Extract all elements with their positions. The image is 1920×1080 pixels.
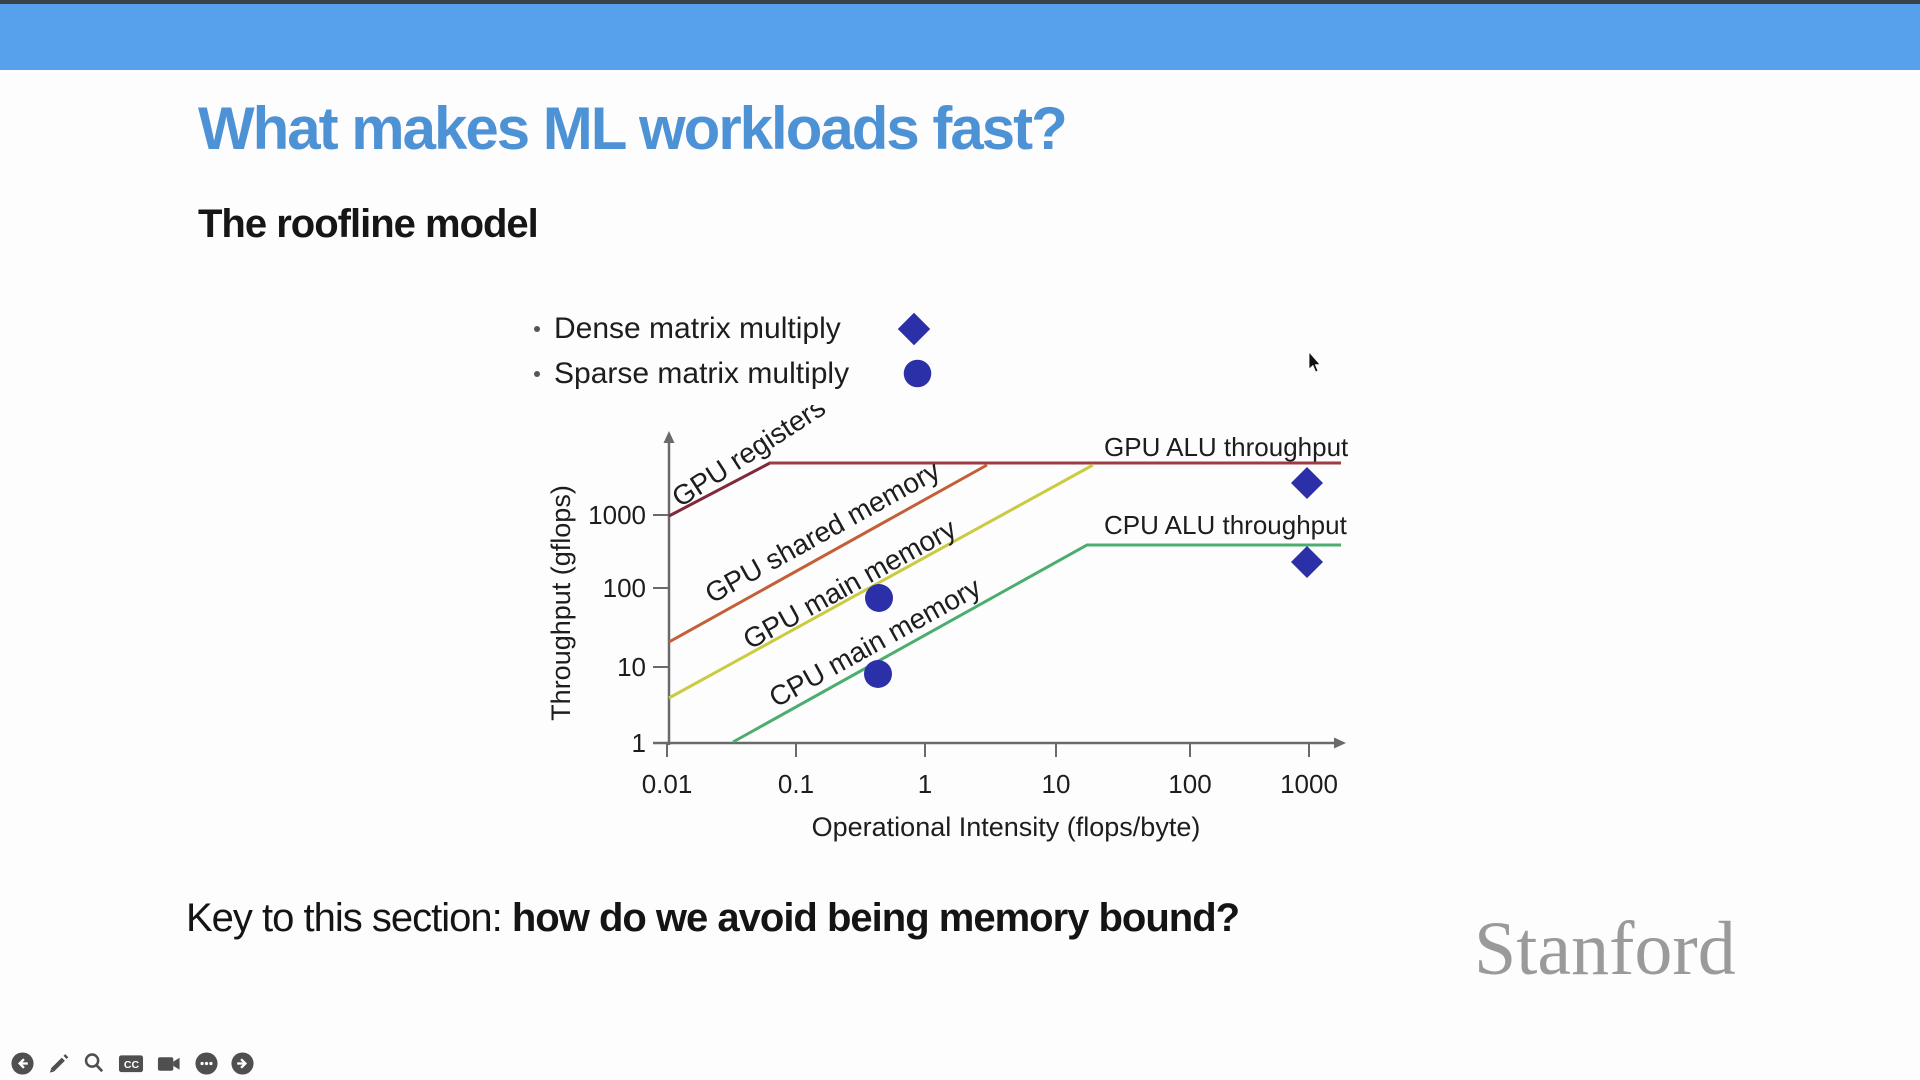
x-axis-title: Operational Intensity (flops/byte) bbox=[812, 812, 1201, 842]
circle-arrow-left-icon bbox=[10, 1051, 34, 1075]
gpu-alu-throughput-label: GPU ALU throughput bbox=[1104, 432, 1349, 462]
ellipsis-icon bbox=[194, 1051, 218, 1075]
y-tick-label: 1 bbox=[632, 728, 646, 758]
bullet-icon bbox=[534, 370, 540, 377]
circle-marker-icon bbox=[903, 359, 932, 388]
bullet-icon bbox=[534, 325, 540, 332]
chart-legend: Dense matrix multiply Sparse matrix mult… bbox=[534, 306, 932, 396]
slide-title: What makes ML workloads fast? bbox=[198, 95, 1068, 162]
player-camera-button[interactable] bbox=[154, 1049, 184, 1077]
y-tick-label: 100 bbox=[603, 573, 646, 603]
legend-label: Dense matrix multiply bbox=[554, 311, 841, 345]
closed-captions-icon: CC bbox=[118, 1054, 144, 1072]
cpu-alu-throughput-label: CPU ALU throughput bbox=[1104, 510, 1348, 540]
roofline-chart: 1000 100 10 1 0.01 0.1 1 10 100 1000 Ope… bbox=[546, 405, 1349, 842]
y-axis-title: Throughput (gflops) bbox=[546, 485, 576, 721]
dense-matmul-point-high bbox=[1291, 467, 1323, 499]
video-camera-icon bbox=[157, 1056, 180, 1071]
gpu-registers-label: GPU registers bbox=[666, 405, 830, 513]
mouse-cursor bbox=[1308, 352, 1321, 373]
gpu-main-memory-line bbox=[668, 463, 1094, 700]
dense-matmul-point-low bbox=[1291, 546, 1323, 578]
magnifier-icon bbox=[84, 1052, 103, 1072]
x-axis-arrow-icon bbox=[1334, 737, 1346, 749]
stanford-wordmark: Stanford bbox=[1474, 907, 1736, 991]
player-annotate-button[interactable] bbox=[44, 1049, 72, 1077]
diamond-marker-icon bbox=[897, 312, 931, 345]
x-tick-label: 10 bbox=[1042, 769, 1071, 799]
key-takeaway-prefix: Key to this section: bbox=[186, 896, 512, 940]
player-captions-button[interactable]: CC bbox=[116, 1049, 146, 1077]
top-strip bbox=[0, 0, 1920, 4]
y-tick-label: 10 bbox=[617, 652, 646, 682]
player-search-button[interactable] bbox=[80, 1049, 108, 1077]
y-tick-label: 1000 bbox=[588, 500, 646, 530]
legend-label: Sparse matrix multiply bbox=[554, 356, 850, 390]
gpu-shared-memory-line bbox=[668, 463, 988, 644]
header-bar bbox=[0, 4, 1920, 70]
x-tick-label: 100 bbox=[1168, 769, 1211, 799]
cpu-main-memory-line bbox=[732, 543, 1341, 744]
player-next-button[interactable] bbox=[228, 1049, 256, 1077]
player-previous-button[interactable] bbox=[8, 1049, 36, 1077]
pencil-icon bbox=[49, 1053, 68, 1073]
legend-item-dense: Dense matrix multiply bbox=[534, 306, 932, 351]
x-tick-label: 1000 bbox=[1280, 769, 1338, 799]
y-axis-arrow-icon bbox=[663, 431, 675, 443]
x-tick-label: 0.01 bbox=[642, 769, 693, 799]
cc-label: CC bbox=[124, 1058, 140, 1070]
slide-subtitle: The roofline model bbox=[198, 202, 539, 246]
x-tick-label: 0.1 bbox=[778, 769, 814, 799]
sparse-matmul-point-high bbox=[865, 584, 893, 612]
sparse-matmul-point-low bbox=[864, 660, 892, 688]
player-controls: CC bbox=[8, 1049, 256, 1077]
player-more-button[interactable] bbox=[192, 1049, 220, 1077]
legend-item-sparse: Sparse matrix multiply bbox=[534, 351, 932, 396]
x-tick-label: 1 bbox=[918, 769, 932, 799]
key-takeaway-bold: how do we avoid being memory bound? bbox=[511, 896, 1240, 940]
key-takeaway: Key to this section: how do we avoid bei… bbox=[186, 896, 1240, 941]
circle-arrow-right-icon bbox=[230, 1051, 254, 1075]
gpu-registers-line bbox=[668, 461, 771, 518]
